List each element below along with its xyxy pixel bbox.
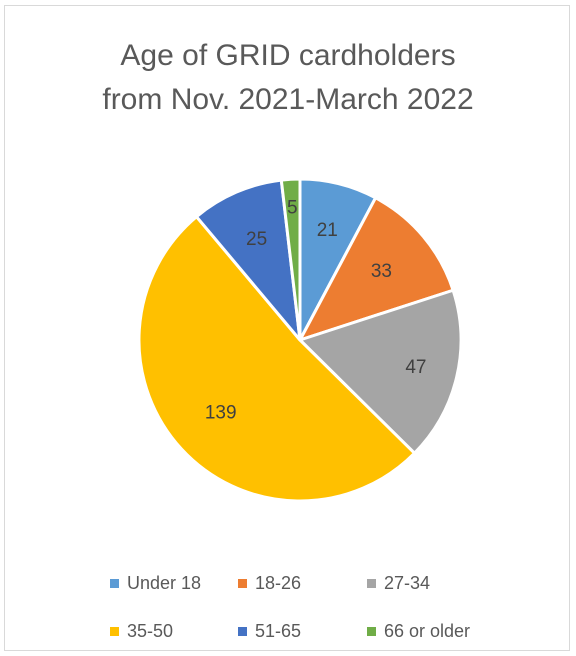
data-label-18-26: 33	[371, 261, 392, 282]
data-label-under-18: 21	[317, 220, 338, 241]
pie-slice-35-50	[137, 215, 416, 503]
chart-title-line-2: from Nov. 2021-March 2022	[102, 83, 474, 116]
data-label-35-50: 139	[205, 403, 237, 424]
pie-slices	[137, 177, 463, 503]
data-label-27-34: 47	[405, 357, 426, 378]
chart-title: Age of GRID cardholders from Nov. 2021-M…	[5, 34, 571, 122]
pie-slice-66-or-older	[279, 177, 302, 342]
data-label-51-65: 25	[246, 229, 267, 250]
pie-chart: 21 33 47 139 25 5	[137, 177, 463, 503]
data-label-66-or-older: 5	[287, 198, 298, 219]
pie-slice-18-26	[298, 196, 455, 342]
pie-data-labels: 21 33 47 139 25 5	[205, 198, 427, 424]
pie-slice-51-65	[195, 178, 302, 342]
chart-frame: Age of GRID cardholders from Nov. 2021-M…	[4, 5, 570, 651]
chart-title-line-1: Age of GRID cardholders	[120, 39, 456, 72]
pie-slice-27-34	[298, 288, 463, 455]
